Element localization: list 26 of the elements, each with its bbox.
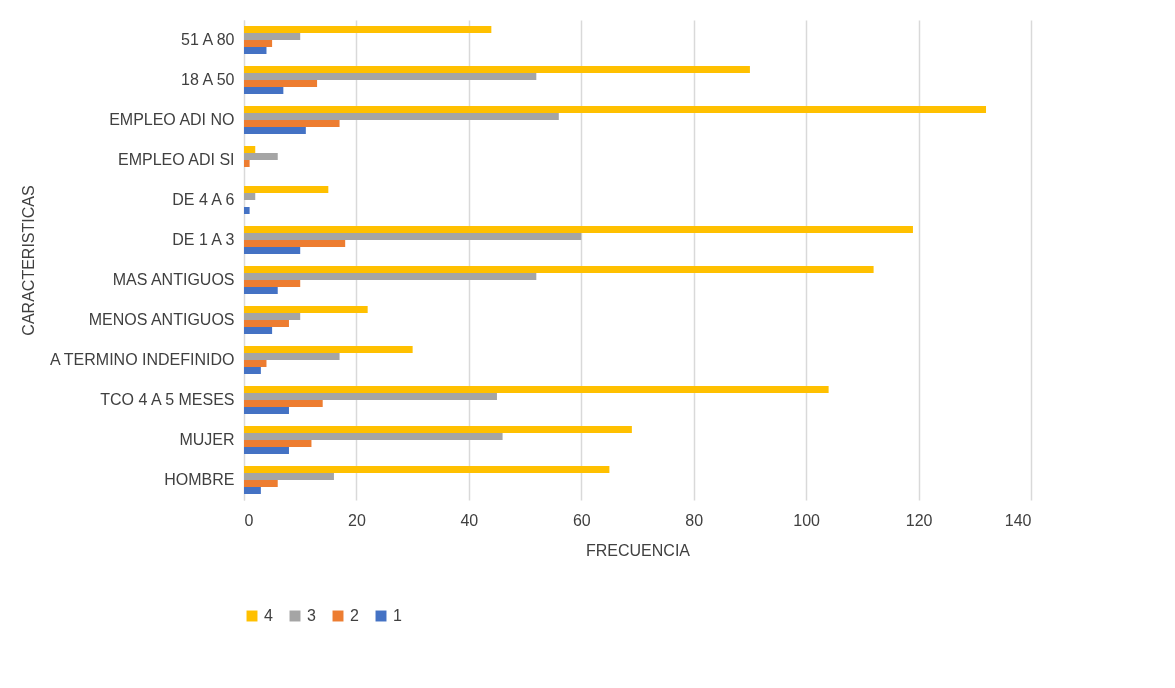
y-tick-label: MAS ANTIGUOS: [112, 271, 235, 288]
x-tick-label: 0: [244, 511, 254, 529]
legend-label: 4: [264, 607, 273, 624]
x-tick-label: 140: [1004, 511, 1032, 529]
x-tick-label: 20: [348, 511, 366, 529]
legend-label: 2: [350, 607, 359, 624]
x-tick-label: 120: [905, 511, 933, 529]
x-tick-label: 60: [572, 511, 591, 529]
y-tick-label: 18 A 50: [181, 71, 235, 88]
legend-label: 3: [307, 607, 316, 624]
x-axis-title: FRECUENCIA: [585, 541, 691, 559]
x-tick-label: 100: [793, 511, 821, 529]
y-axis-title: CARACTERISTICAS: [19, 185, 37, 336]
x-tick-label: 40: [460, 511, 479, 529]
y-tick-label: A TERMINO INDEFINIDO: [49, 351, 235, 368]
y-tick-label: DE 1 A 3: [172, 231, 235, 248]
y-tick-label: EMPLEO ADI NO: [109, 111, 235, 128]
y-tick-label: HOMBRE: [164, 471, 235, 488]
y-tick-label: DE 4 A 6: [172, 191, 235, 208]
y-tick-label: 51 A 80: [181, 31, 235, 48]
y-tick-label: TCO 4 A 5 MESES: [100, 391, 235, 408]
y-tick-label: EMPLEO ADI SI: [118, 151, 235, 168]
legend-label: 1: [393, 607, 402, 624]
x-tick-label: 80: [685, 511, 704, 529]
y-tick-label: MENOS ANTIGUOS: [88, 311, 235, 328]
y-tick-label: MUJER: [179, 431, 235, 448]
